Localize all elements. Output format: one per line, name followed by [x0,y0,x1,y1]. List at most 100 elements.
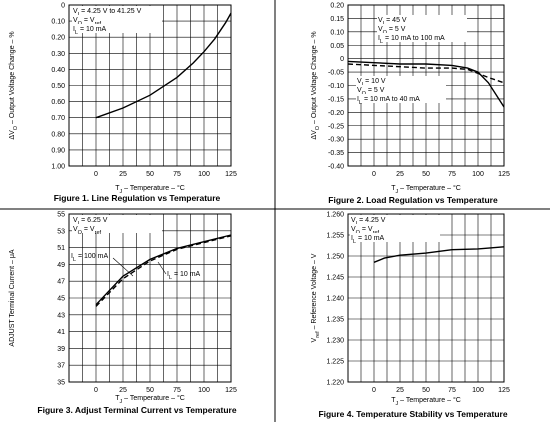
x-axis-label: TJ – Temperature – °C [391,184,461,195]
annotation-background [350,215,440,224]
annotation-background [356,76,446,85]
plot-frame [68,213,232,383]
y-tick-label: 1.260 [326,212,344,219]
y-tick-label: 1.255 [326,233,344,240]
y-tick-label: 1.220 [326,380,344,387]
annotation-background [72,24,162,33]
x-tick-label: 100 [472,171,484,178]
x-tick-label: 50 [146,387,154,394]
x-axis-label: TJ – Temperature – °C [115,394,185,405]
x-tick-label: 75 [173,171,181,178]
y-tick-label: 37 [57,363,65,370]
figure-caption: Figure 1. Line Regulation vs Temperature [54,193,221,203]
y-tick-label: -0.25 [328,123,344,130]
y-tick-label: 0.30 [51,51,65,58]
x-tick-label: 125 [225,387,237,394]
y-tick-label: -0.05 [328,70,344,77]
x-tick-label: 125 [498,171,510,178]
series-line-1 [95,234,232,306]
y-tick-label: 1.00 [51,164,65,171]
y-tick-label: 1.240 [326,296,344,303]
y-tick-label: 0.60 [51,99,65,106]
y-axis-label: ΔVO – Output Voltage Change – % [9,31,19,139]
y-tick-label: 0.10 [330,29,344,36]
y-tick-label: 0.70 [51,115,65,122]
y-tick-label: 55 [57,212,65,219]
annotation-background [72,224,162,233]
x-tick-label: 0 [372,171,376,178]
annotation-background [377,33,467,42]
figure-caption: Figure 4. Temperature Stability vs Tempe… [318,409,507,419]
y-tick-label: 35 [57,380,65,387]
x-tick-label: 125 [498,387,510,394]
x-tick-label: 125 [225,171,237,178]
annotation-background [72,15,162,24]
series-line-1 [95,12,232,119]
series-label: IL = 100 mA [71,253,108,263]
y-axis-label: ADJUST Terminal Current – μA [9,249,16,346]
series-line-2 [347,63,505,84]
x-tick-label: 75 [173,387,181,394]
figure-caption: Figure 2. Load Regulation vs Temperature [328,195,498,205]
y-tick-label: 0.20 [51,35,65,42]
x-tick-label: 50 [422,171,430,178]
x-tick-label: 50 [422,387,430,394]
y-tick-label: 41 [57,329,65,336]
y-tick-label: 1.225 [326,359,344,366]
y-tick-label: 0 [340,56,344,63]
x-tick-label: 0 [94,171,98,178]
x-tick-label: 25 [396,171,404,178]
y-tick-label: -0.20 [328,110,344,117]
y-tick-label: 49 [57,262,65,269]
x-tick-label: 100 [198,171,210,178]
annotation-text: VO = Vref [73,226,101,236]
annotation-text: IL = 10 mA [351,235,385,245]
y-tick-label: 0.50 [51,83,65,90]
annotation-text: IL = 10 mA [73,26,107,36]
y-tick-label: 1.235 [326,317,344,324]
y-tick-label: 45 [57,296,65,303]
annotation-background [356,85,446,94]
x-tick-label: 0 [94,387,98,394]
plot-frame [347,213,505,383]
annotation-background [377,15,467,24]
y-tick-label: 51 [57,245,65,252]
y-tick-label: 0.20 [330,3,344,10]
x-tick-label: 25 [119,387,127,394]
series-line-2 [95,235,232,307]
y-tick-label: 0.40 [51,67,65,74]
y-tick-label: 0.05 [330,43,344,50]
label-leader-line [112,257,134,277]
y-axis-label: ΔVO – Output Voltage Change – % [311,31,321,139]
y-tick-label: -0.35 [328,150,344,157]
x-tick-label: 100 [198,387,210,394]
annotation-text: IL = 10 mA to 100 mA [378,35,445,45]
y-tick-label: -0.10 [328,83,344,90]
y-tick-label: 0 [61,3,65,10]
plot-frame [347,4,505,167]
y-tick-label: 0.80 [51,131,65,138]
y-tick-label: 0.10 [51,19,65,26]
annotation-text: IL = 10 mA to 40 mA [357,96,420,106]
x-tick-label: 25 [119,171,127,178]
x-tick-label: 50 [146,171,154,178]
y-tick-label: 43 [57,312,65,319]
y-tick-label: 1.250 [326,254,344,261]
x-tick-label: 75 [448,171,456,178]
annotation-background [356,94,446,103]
y-tick-label: -0.40 [328,164,344,171]
y-tick-label: 0.15 [330,16,344,23]
figure-caption: Figure 3. Adjust Terminal Current vs Tem… [37,405,236,415]
y-tick-label: 47 [57,279,65,286]
y-tick-label: 53 [57,228,65,235]
y-tick-label: 1.245 [326,275,344,282]
plot-frame [68,4,232,167]
label-leader-line [157,261,167,275]
annotation-background [72,215,162,224]
x-tick-label: 75 [448,387,456,394]
series-line-1 [373,246,505,263]
annotation-background [377,24,467,33]
x-axis-label: TJ – Temperature – °C [115,184,185,195]
y-axis-label: Vref – Reference Voltage – V [311,253,321,342]
